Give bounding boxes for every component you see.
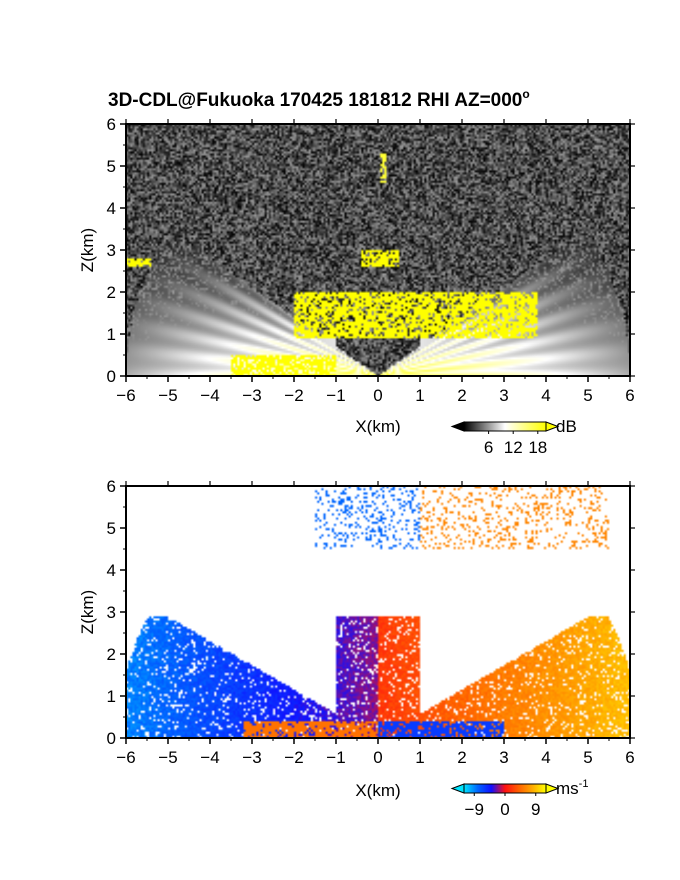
velocity-x-axis-label: X(km) — [355, 781, 400, 800]
x-tick-label: 0 — [373, 748, 382, 767]
reflectivity-x-axis-label: X(km) — [355, 417, 400, 436]
colorbar-gradient — [463, 421, 547, 432]
x-tick-label: −4 — [200, 386, 219, 405]
y-tick-label: 2 — [107, 645, 116, 664]
x-tick-label: −4 — [200, 748, 219, 767]
y-tick-label: 0 — [107, 367, 116, 386]
velocity-colorbar-unit: ms-1 — [556, 778, 588, 798]
x-tick-label: 1 — [415, 748, 424, 767]
x-tick-label: −5 — [158, 748, 177, 767]
velocity-y-axis-label: Z(km) — [78, 590, 97, 634]
x-tick-label: −6 — [116, 748, 135, 767]
x-tick-label: 3 — [499, 386, 508, 405]
colorbar-tick-label: 9 — [531, 800, 540, 819]
y-tick-label: 6 — [107, 477, 116, 496]
x-tick-label: 4 — [541, 748, 550, 767]
x-tick-label: 6 — [625, 748, 634, 767]
reflectivity-y-axis-label: Z(km) — [78, 228, 97, 272]
y-tick-label: 4 — [107, 561, 116, 580]
y-tick-label: 6 — [107, 115, 116, 134]
colorbar-low-arrow — [450, 783, 465, 794]
x-tick-label: −2 — [284, 748, 303, 767]
x-tick-label: 1 — [415, 386, 424, 405]
colorbar-low-arrow — [450, 421, 465, 432]
colorbar-tick-label: 12 — [504, 438, 523, 457]
x-tick-label: 5 — [583, 386, 592, 405]
x-tick-label: −3 — [242, 386, 261, 405]
colorbar-tick-label: 0 — [500, 800, 509, 819]
y-tick-label: 2 — [107, 283, 116, 302]
y-tick-label: 0 — [107, 729, 116, 748]
velocity-image — [126, 486, 630, 738]
colorbar-gradient — [463, 783, 547, 794]
reflectivity-axes: −6 −5 −4 −3 −2 −1 0 1 2 3 4 5 6 0 1 2 3 4 5 6 — [107, 115, 635, 405]
x-tick-label: −1 — [326, 748, 345, 767]
x-tick-label: −6 — [116, 386, 135, 405]
y-tick-label: 4 — [107, 199, 116, 218]
velocity-colorbar: −9 0 9 — [450, 783, 560, 819]
x-tick-label: −1 — [326, 386, 345, 405]
x-tick-label: 5 — [583, 748, 592, 767]
x-tick-label: 2 — [457, 748, 466, 767]
reflectivity-colorbar-unit: dB — [556, 417, 577, 436]
y-tick-label: 5 — [107, 519, 116, 538]
y-tick-label: 1 — [107, 325, 116, 344]
x-tick-label: 3 — [499, 748, 508, 767]
colorbar-tick-label: 18 — [528, 438, 547, 457]
x-tick-label: 0 — [373, 386, 382, 405]
y-tick-label: 3 — [107, 241, 116, 260]
x-tick-label: −2 — [284, 386, 303, 405]
y-tick-label: 1 — [107, 687, 116, 706]
reflectivity-image — [126, 124, 630, 376]
x-tick-label: 6 — [625, 386, 634, 405]
y-tick-label: 3 — [107, 603, 116, 622]
x-tick-label: 4 — [541, 386, 550, 405]
x-tick-label: 2 — [457, 386, 466, 405]
colorbar-tick-label: −9 — [465, 800, 484, 819]
reflectivity-colorbar: 6 12 18 — [450, 421, 560, 457]
colorbar-tick-label: 6 — [484, 438, 493, 457]
y-tick-label: 5 — [107, 157, 116, 176]
x-tick-label: −5 — [158, 386, 177, 405]
chart-title: 3D-CDL@Fukuoka 170425 181812 RHI AZ=000o — [108, 87, 530, 111]
x-tick-label: −3 — [242, 748, 261, 767]
velocity-panel: −6 −5 −4 −3 −2 −1 0 1 2 3 4 5 6 0 1 2 3 4 5 6 X(km) Z(km) −… — [78, 477, 635, 819]
velocity-axes: −6 −5 −4 −3 −2 −1 0 1 2 3 4 5 6 0 1 2 3 4 5 6 — [107, 477, 635, 767]
